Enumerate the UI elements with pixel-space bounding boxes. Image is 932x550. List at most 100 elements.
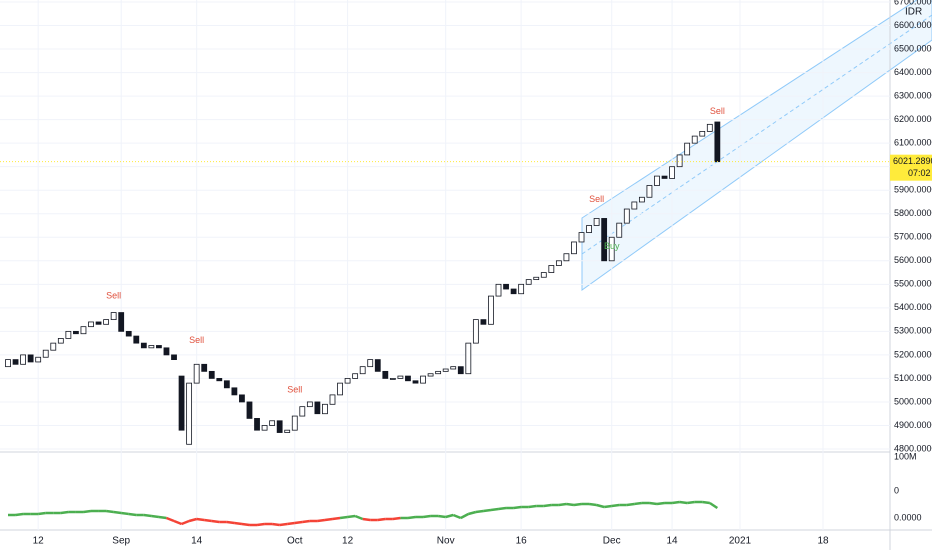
candle-body [50, 342, 57, 351]
oscillator-segment [588, 502, 597, 507]
candle-body [661, 175, 668, 179]
candle-body [412, 380, 419, 384]
candle-body [480, 319, 487, 325]
oscillator-segment [596, 503, 605, 509]
candle-body [35, 356, 42, 363]
candle-body [178, 375, 185, 431]
candle-body [125, 330, 132, 337]
candle-body [239, 394, 245, 403]
oscillator-segment [656, 501, 665, 506]
oscillator-segment [158, 515, 167, 520]
oscillator-segment [294, 520, 303, 525]
oscillator-segment [121, 511, 129, 516]
oscillator-segment [15, 512, 24, 517]
y-tick-label: 4800.0000 [894, 443, 932, 453]
candle-body [110, 312, 117, 321]
candle-body [684, 142, 691, 156]
oscillator-segment [498, 506, 507, 511]
x-tick-label: 12 [33, 536, 45, 547]
oscillator-segment [422, 514, 431, 519]
candle-body [420, 375, 426, 384]
oscillator-segment [468, 510, 477, 516]
oscillator-segment [241, 522, 250, 527]
y-tick-label: 6400.0000 [894, 67, 932, 77]
candle-body [156, 345, 162, 349]
candle-body [73, 330, 79, 335]
oscillator-segment [362, 517, 371, 522]
last-price-label: 6021.2890 [893, 156, 932, 166]
candle-body [103, 319, 110, 325]
oscillator-segment [445, 513, 454, 519]
candle-body [231, 387, 238, 396]
candle-body [691, 135, 698, 144]
oscillator-segment [528, 504, 537, 509]
candle-body [578, 232, 585, 243]
oscillator-segment [204, 518, 212, 523]
oscillator-segment [332, 516, 341, 521]
candle-body [450, 366, 457, 370]
y-tick-label: 5700.0000 [894, 232, 932, 242]
candle-body [299, 406, 306, 417]
y-tick-label: 6200.0000 [894, 114, 932, 124]
x-tick-label: 2021 [729, 536, 752, 547]
y-tick-label: 4900.0000 [894, 420, 932, 430]
candle-body [284, 429, 291, 433]
oscillator-segment [475, 509, 484, 514]
oscillator-segment [460, 512, 469, 520]
volume-tick-label: 100M [894, 451, 917, 461]
oscillator-segment [437, 514, 446, 519]
candle-body [374, 359, 381, 372]
oscillator-segment [649, 501, 658, 506]
oscillator-segment [611, 503, 620, 508]
y-tick-label: 5200.0000 [894, 349, 932, 359]
oscillator-segment [543, 503, 552, 508]
y-tick-label: 6600.0000 [894, 20, 932, 30]
candle-body [563, 253, 570, 262]
oscillator-segment [279, 522, 288, 527]
candle-body [201, 363, 208, 372]
candle-body [699, 130, 706, 137]
candle-body [216, 378, 223, 382]
oscillator-segment [483, 508, 492, 513]
x-tick-label: 18 [817, 536, 829, 547]
candle-body [631, 201, 638, 210]
candle-body [5, 359, 11, 368]
candle-body [457, 366, 464, 375]
oscillator-segment [105, 509, 114, 514]
candle-body [608, 236, 615, 262]
oscillator-segment [128, 512, 137, 517]
oscillator-segment [407, 515, 416, 520]
oscillator-segment [188, 517, 197, 523]
candle-body [571, 241, 577, 255]
y-tick-label: 5400.0000 [894, 302, 932, 312]
oscillator-segment [181, 519, 190, 526]
y-tick-label: 5600.0000 [894, 255, 932, 265]
oscillator-segment [256, 522, 265, 527]
x-tick-label: 14 [667, 536, 679, 547]
candle-body [261, 425, 268, 431]
candle-body [27, 354, 34, 363]
x-tick-label: Dec [603, 536, 621, 547]
signal-label: Sell [189, 335, 204, 345]
unit-label: IDR [905, 7, 922, 18]
oscillator-segment [354, 514, 364, 521]
y-tick-label: 6300.0000 [894, 90, 932, 100]
channel-midline [581, 14, 932, 255]
candle-body [367, 359, 374, 368]
oscillator-segment [38, 511, 46, 516]
y-tick-label: 5300.0000 [894, 326, 932, 336]
y-tick-label: 6100.0000 [894, 138, 932, 148]
candle-body [548, 265, 555, 273]
candle-body [405, 375, 411, 382]
candle-body [193, 363, 200, 384]
candle-body [12, 359, 19, 365]
candle-body [525, 279, 532, 285]
candle-body [276, 420, 283, 433]
oscillator-segment [302, 519, 311, 524]
candle-body [465, 342, 472, 375]
candle-body [555, 260, 562, 266]
candle-body [442, 368, 449, 372]
candle-body [616, 222, 623, 238]
candle-body [654, 175, 660, 186]
candle-body [586, 225, 592, 233]
